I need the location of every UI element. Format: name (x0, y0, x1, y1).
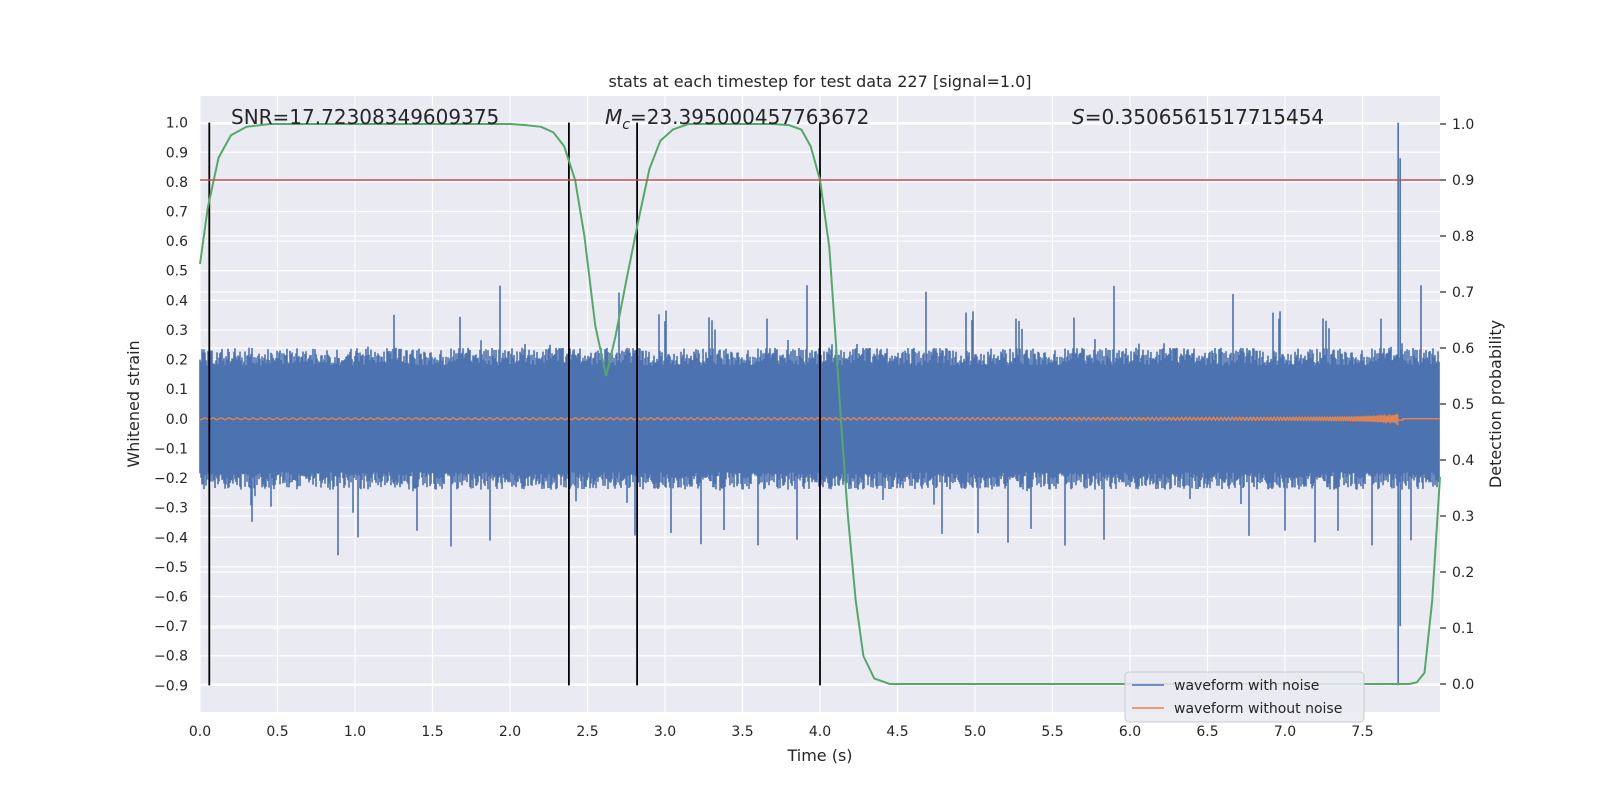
y-tick-label: 0.5 (166, 264, 188, 280)
legend-label-clean: waveform without noise (1174, 701, 1342, 717)
x-tick-label: 6.0 (1119, 724, 1141, 740)
y2-tick-label: 0.6 (1452, 341, 1474, 357)
x-tick-label: 6.5 (1196, 724, 1218, 740)
vertical-markers (208, 122, 821, 686)
y-tick-label: −0.5 (154, 560, 188, 576)
y2-tick-label: 0.8 (1452, 229, 1474, 245)
x-tick-label: 1.0 (344, 724, 366, 740)
y-axis-ticks: −0.9 −0.8 −0.7 −0.6 −0.5 −0.4 −0.3 −0.2 −0.1 0.0 0… (154, 116, 188, 695)
x-tick-label: 7.5 (1351, 724, 1373, 740)
y2-tick-label: 0.5 (1452, 397, 1474, 413)
y-tick-label: 0.6 (166, 234, 188, 250)
y2-tick-label: 0.1 (1452, 621, 1474, 637)
series-detection-probability (199, 123, 1441, 685)
x-tick-label: 2.5 (576, 724, 598, 740)
y2-tick-label: 1.0 (1452, 117, 1474, 133)
x-tick-label: 4.5 (886, 724, 908, 740)
x-axis-ticks: 0.0 0.5 1.0 1.5 2.0 2.5 3.0 3.5 4.0 4.5 5.0 5.5 6.0 6… (189, 724, 1374, 740)
x-tick-label: 7.0 (1274, 724, 1296, 740)
y2-tick-label: 0.9 (1452, 173, 1474, 189)
y-tick-label: 0.3 (166, 323, 188, 339)
x-tick-label: 5.0 (964, 724, 986, 740)
y-tick-label: 0.4 (166, 293, 188, 309)
y-tick-label: 1.0 (166, 116, 188, 132)
y-tick-label: 0.1 (166, 382, 188, 398)
chart-title: stats at each timestep for test data 227… (608, 72, 1031, 91)
y2-tick-label: 0.0 (1452, 677, 1474, 693)
y-tick-label: −0.3 (154, 501, 188, 517)
y2-tick-label: 0.2 (1452, 565, 1474, 581)
legend: waveform with noise waveform without noi… (1124, 671, 1365, 723)
y-tick-label: 0.0 (166, 412, 188, 428)
detection-probability-line (199, 123, 1441, 685)
annotation-s: S=0.3506561517715454 (1072, 105, 1324, 129)
y-axis-label: Whitened strain (124, 340, 143, 467)
legend-box (1124, 671, 1365, 723)
y2-axis-label: Detection probability (1486, 320, 1505, 488)
y-tick-label: −0.2 (154, 471, 188, 487)
y-tick-label: −0.6 (154, 590, 188, 606)
y-tick-label: −0.7 (154, 619, 188, 635)
y-tick-label: 0.8 (166, 175, 188, 191)
legend-label-noisy: waveform with noise (1174, 678, 1319, 694)
x-tick-label: 5.5 (1041, 724, 1063, 740)
x-tick-label: 3.5 (731, 724, 753, 740)
x-tick-label: 4.0 (809, 724, 831, 740)
x-tick-label: 0.0 (189, 724, 211, 740)
y-tick-label: 0.9 (166, 145, 188, 161)
y2-tick-label: 0.7 (1452, 285, 1474, 301)
y-tick-label: −0.4 (154, 530, 188, 546)
x-tick-label: 0.5 (266, 724, 288, 740)
y-tick-label: −0.8 (154, 649, 188, 665)
y2-axis-ticks: 0.0 0.1 0.2 0.3 0.4 0.5 0.6 0.7 0.8 0.9 1.0 (1440, 117, 1474, 693)
y2-tick-label: 0.4 (1452, 453, 1474, 469)
y-tick-label: 0.2 (166, 353, 188, 369)
annotation-snr: SNR=17.72308349609375 (231, 105, 499, 129)
y2-tick-label: 0.3 (1452, 509, 1474, 525)
y-tick-label: −0.9 (154, 678, 188, 694)
x-tick-label: 2.0 (499, 724, 521, 740)
x-tick-label: 1.5 (421, 724, 443, 740)
x-axis-label: Time (s) (786, 746, 852, 765)
y-tick-label: −0.1 (154, 441, 188, 457)
y-tick-label: 0.7 (166, 205, 188, 221)
annotation-chirp-mass: Mc=23.395000457763672 (605, 105, 869, 133)
x-tick-label: 3.0 (654, 724, 676, 740)
